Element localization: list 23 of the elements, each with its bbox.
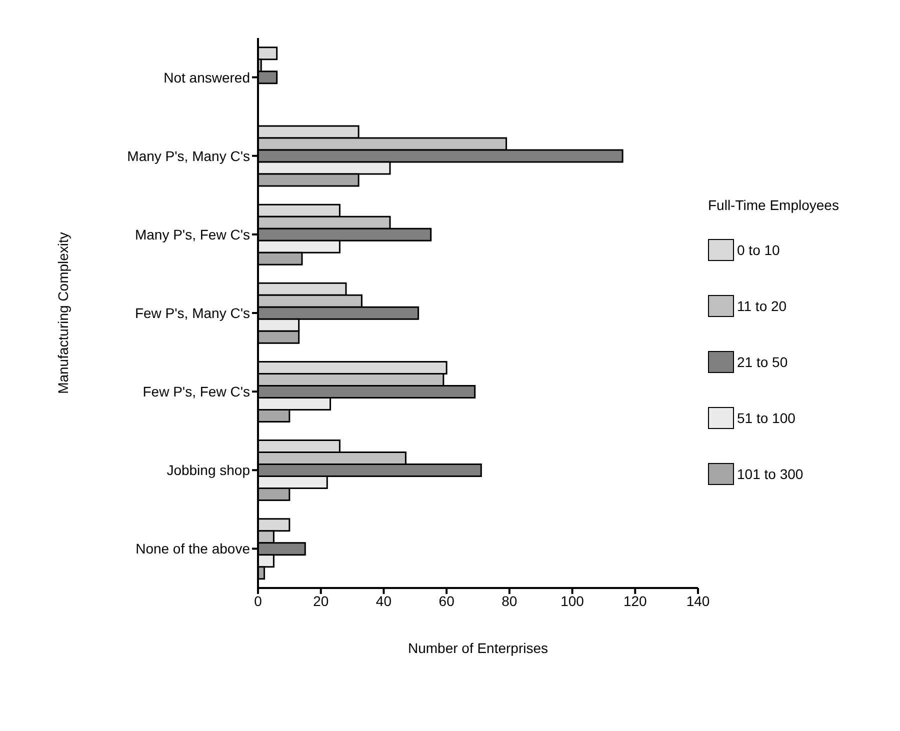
- y-tick-label: None of the above: [136, 540, 250, 557]
- x-tick-label: 60: [438, 592, 455, 609]
- y-tick-label: Many P's, Few C's: [134, 226, 250, 242]
- legend-label: 11 to 20: [737, 298, 787, 314]
- y-tick-label: Jobbing shop: [166, 462, 250, 478]
- legend-label: 101 to 300: [737, 466, 804, 482]
- x-axis-title: Number of Enterprises: [408, 640, 548, 656]
- legend-label: 21 to 50: [737, 354, 788, 370]
- y-tick-label: Few P's, Many C's: [134, 304, 250, 321]
- x-tick-label: 80: [502, 592, 518, 609]
- x-tick-label: 120: [623, 592, 648, 609]
- y-tick-label: Few P's, Few C's: [142, 384, 250, 400]
- legend-label: 0 to 10: [737, 242, 780, 258]
- y-tick-label: Many P's, Many C's: [127, 148, 250, 164]
- x-tick-label: 0: [254, 592, 262, 609]
- x-tick-label: 100: [560, 592, 584, 609]
- x-tick-label: 140: [686, 592, 710, 609]
- x-tick-label: 20: [313, 592, 329, 609]
- legend-label: 51 to 100: [737, 410, 796, 426]
- legend-title: Full-Time Employees: [708, 197, 840, 213]
- y-axis-title: Manufacturing Complexity: [54, 232, 71, 394]
- x-tick-label: 40: [376, 592, 392, 609]
- y-tick-label: Not answered: [164, 69, 250, 86]
